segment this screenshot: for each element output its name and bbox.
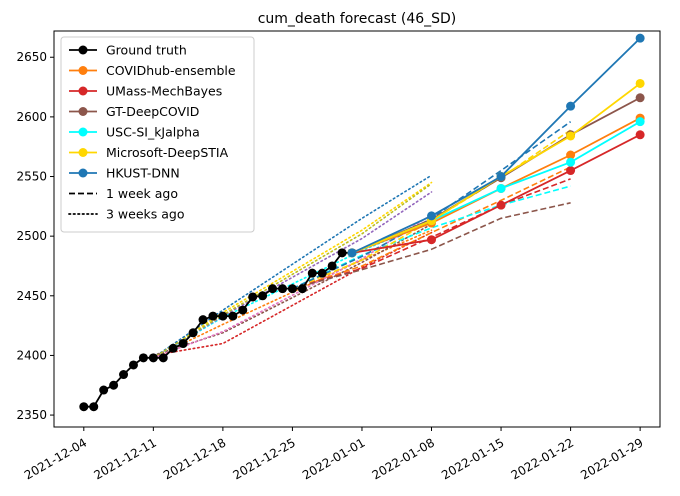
ground-truth-point <box>317 268 327 278</box>
ground-truth-point <box>248 292 258 302</box>
ground-truth-point <box>109 380 119 390</box>
chart-title: cum_death forecast (46_SD) <box>258 11 457 27</box>
legend-swatch-marker <box>78 148 88 157</box>
ground-truth-point <box>99 385 109 395</box>
ground-truth-point <box>89 402 99 412</box>
plot-area <box>79 33 645 412</box>
microsoft-deepstia-forecast-point <box>566 131 576 141</box>
ground-truth-point <box>287 284 297 294</box>
umass-mechbayes-forecast-point <box>566 166 576 176</box>
ground-truth-point <box>238 305 248 315</box>
x-tick-label: 2022-01-15 <box>439 435 506 482</box>
hkust-dnn-forecast-point <box>347 248 357 258</box>
ground-truth-point <box>178 339 188 349</box>
ground-truth-point <box>228 311 238 321</box>
hkust-dnn-forecast-point <box>635 33 645 43</box>
extra-3-weeks-ago-line-3 <box>152 213 433 359</box>
y-axis: 2350 2400 2450 2500 2550 2600 2650 <box>16 50 54 422</box>
umass-mechbayes-3-weeks-ago-line <box>152 231 433 357</box>
covidhub-ensemble-forecast-point <box>566 150 576 160</box>
ground-truth-point <box>297 284 307 294</box>
legend-swatch-marker <box>78 107 88 116</box>
gt-deepcovid-1-week-ago-line <box>292 202 571 290</box>
ground-truth-point <box>218 311 228 321</box>
y-tick-label: 2500 <box>16 229 47 243</box>
gt-deepcovid-forecast-line <box>351 97 641 254</box>
legend-label: 3 weeks ago <box>106 207 185 222</box>
legend-swatch-marker <box>78 86 88 96</box>
umass-mechbayes-1-week-ago-line <box>292 178 571 290</box>
x-tick-label: 2021-12-04 <box>22 435 89 482</box>
hkust-dnn-3-weeks-ago-line <box>152 174 433 359</box>
ground-truth-point <box>307 268 317 278</box>
y-tick-label: 2450 <box>16 289 47 303</box>
legend-label: Ground truth <box>106 43 187 58</box>
legend-label: Microsoft-DeepSTIA <box>106 145 229 160</box>
ground-truth-point <box>128 360 138 370</box>
y-tick-label: 2400 <box>16 348 47 362</box>
umass-mechbayes-forecast-point <box>635 130 645 140</box>
x-tick-label: 2022-01-22 <box>509 435 576 482</box>
umass-mechbayes-forecast-point <box>427 235 437 245</box>
y-tick-label: 2650 <box>16 50 47 64</box>
x-tick-label: 2021-12-25 <box>231 435 298 482</box>
x-tick-label: 2021-12-18 <box>161 435 228 482</box>
x-axis: 2021-12-04 2021-12-11 2021-12-18 2021-12-25… <box>22 427 646 482</box>
microsoft-deepstia-forecast-point <box>635 78 645 88</box>
ground-truth-point <box>158 353 168 363</box>
legend-swatch-marker <box>78 66 88 75</box>
x-tick-label: 2022-01-29 <box>578 435 645 482</box>
ground-truth-point <box>79 402 89 412</box>
hkust-dnn-forecast-line <box>351 37 641 254</box>
ground-truth-point <box>337 248 347 258</box>
legend-swatch-marker <box>78 45 88 55</box>
microsoft-deepstia-3-weeks-ago-line <box>152 181 433 359</box>
ground-truth-point <box>119 370 129 380</box>
ground-truth-point <box>148 353 158 363</box>
ground-truth-point <box>138 353 148 363</box>
hkust-dnn-forecast-point <box>427 211 437 221</box>
extra-3-weeks-ago-line-2 <box>152 182 433 359</box>
x-tick-label: 2022-01-01 <box>300 435 367 482</box>
legend-label: UMass-MechBayes <box>106 84 222 99</box>
ground-truth-point <box>198 315 208 325</box>
ground-truth-point <box>327 261 337 271</box>
y-tick-label: 2600 <box>16 110 47 124</box>
legend-label: COVIDhub-ensemble <box>106 63 236 78</box>
ground-truth-line <box>83 251 352 408</box>
usc-si-kjalpha-forecast-point <box>496 183 506 193</box>
ground-truth-point <box>277 284 287 294</box>
gt-deepcovid-forecast-point <box>635 93 645 103</box>
hkust-dnn-forecast-point <box>496 172 506 182</box>
ground-truth-point <box>258 291 268 301</box>
usc-si-kjalpha-forecast-point <box>635 117 645 127</box>
y-tick-label: 2350 <box>16 408 47 422</box>
x-tick-label: 2021-12-11 <box>91 435 158 482</box>
hkust-dnn-forecast-point <box>566 101 576 111</box>
legend-swatch-marker <box>78 127 88 137</box>
legend: Ground truth COVIDhub-ensemble UMass-MechB… <box>60 36 255 233</box>
plot-frame <box>53 30 661 428</box>
legend-label: HKUST-DNN <box>106 166 180 181</box>
legend-swatch-marker <box>78 168 88 178</box>
ground-truth-point <box>268 284 278 294</box>
covidhub-ensemble-1-week-ago-line <box>292 166 571 290</box>
ground-truth-point <box>168 343 178 353</box>
x-tick-label: 2022-01-08 <box>370 435 437 482</box>
legend-label: GT-DeepCOVID <box>106 104 199 119</box>
ground-truth-point <box>208 311 218 321</box>
ground-truth-point <box>188 328 198 338</box>
legend-label: 1 week ago <box>106 186 178 201</box>
covidhub-ensemble-3-weeks-ago-line <box>152 229 433 359</box>
usc-si-kjalpha-forecast-point <box>566 157 576 167</box>
y-tick-label: 2550 <box>16 170 47 184</box>
umass-mechbayes-forecast-point <box>496 200 506 210</box>
legend-box <box>60 36 255 233</box>
legend-label: USC-SI_kJalpha <box>106 125 200 140</box>
microsoft-deepstia-forecast-line <box>351 82 641 254</box>
